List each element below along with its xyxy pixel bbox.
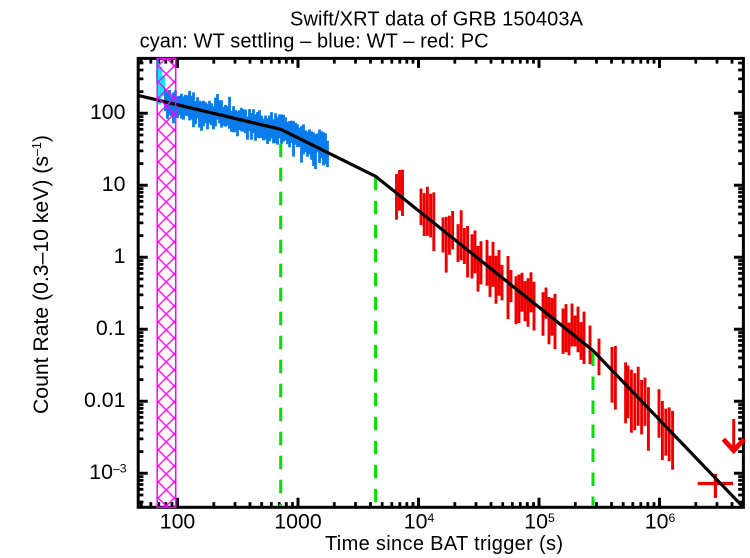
svg-text:cyan: WT settling – blue: WT –: cyan: WT settling – blue: WT – red: PC bbox=[140, 31, 489, 53]
svg-text:10: 10 bbox=[102, 172, 126, 196]
svg-text:1: 1 bbox=[114, 244, 126, 268]
svg-text:Swift/XRT data of GRB 150403A: Swift/XRT data of GRB 150403A bbox=[290, 9, 584, 31]
svg-text:1000: 1000 bbox=[274, 510, 322, 534]
svg-text:10–3: 10–3 bbox=[89, 460, 126, 484]
svg-text:Time since BAT trigger (s): Time since BAT trigger (s) bbox=[325, 533, 563, 555]
svg-text:Count Rate (0.3–10 keV) (s–1): Count Rate (0.3–10 keV) (s–1) bbox=[30, 135, 53, 414]
svg-text:100: 100 bbox=[90, 100, 126, 124]
svg-text:0.1: 0.1 bbox=[96, 316, 126, 340]
svg-text:100: 100 bbox=[160, 510, 196, 534]
svg-text:0.01: 0.01 bbox=[84, 388, 125, 412]
